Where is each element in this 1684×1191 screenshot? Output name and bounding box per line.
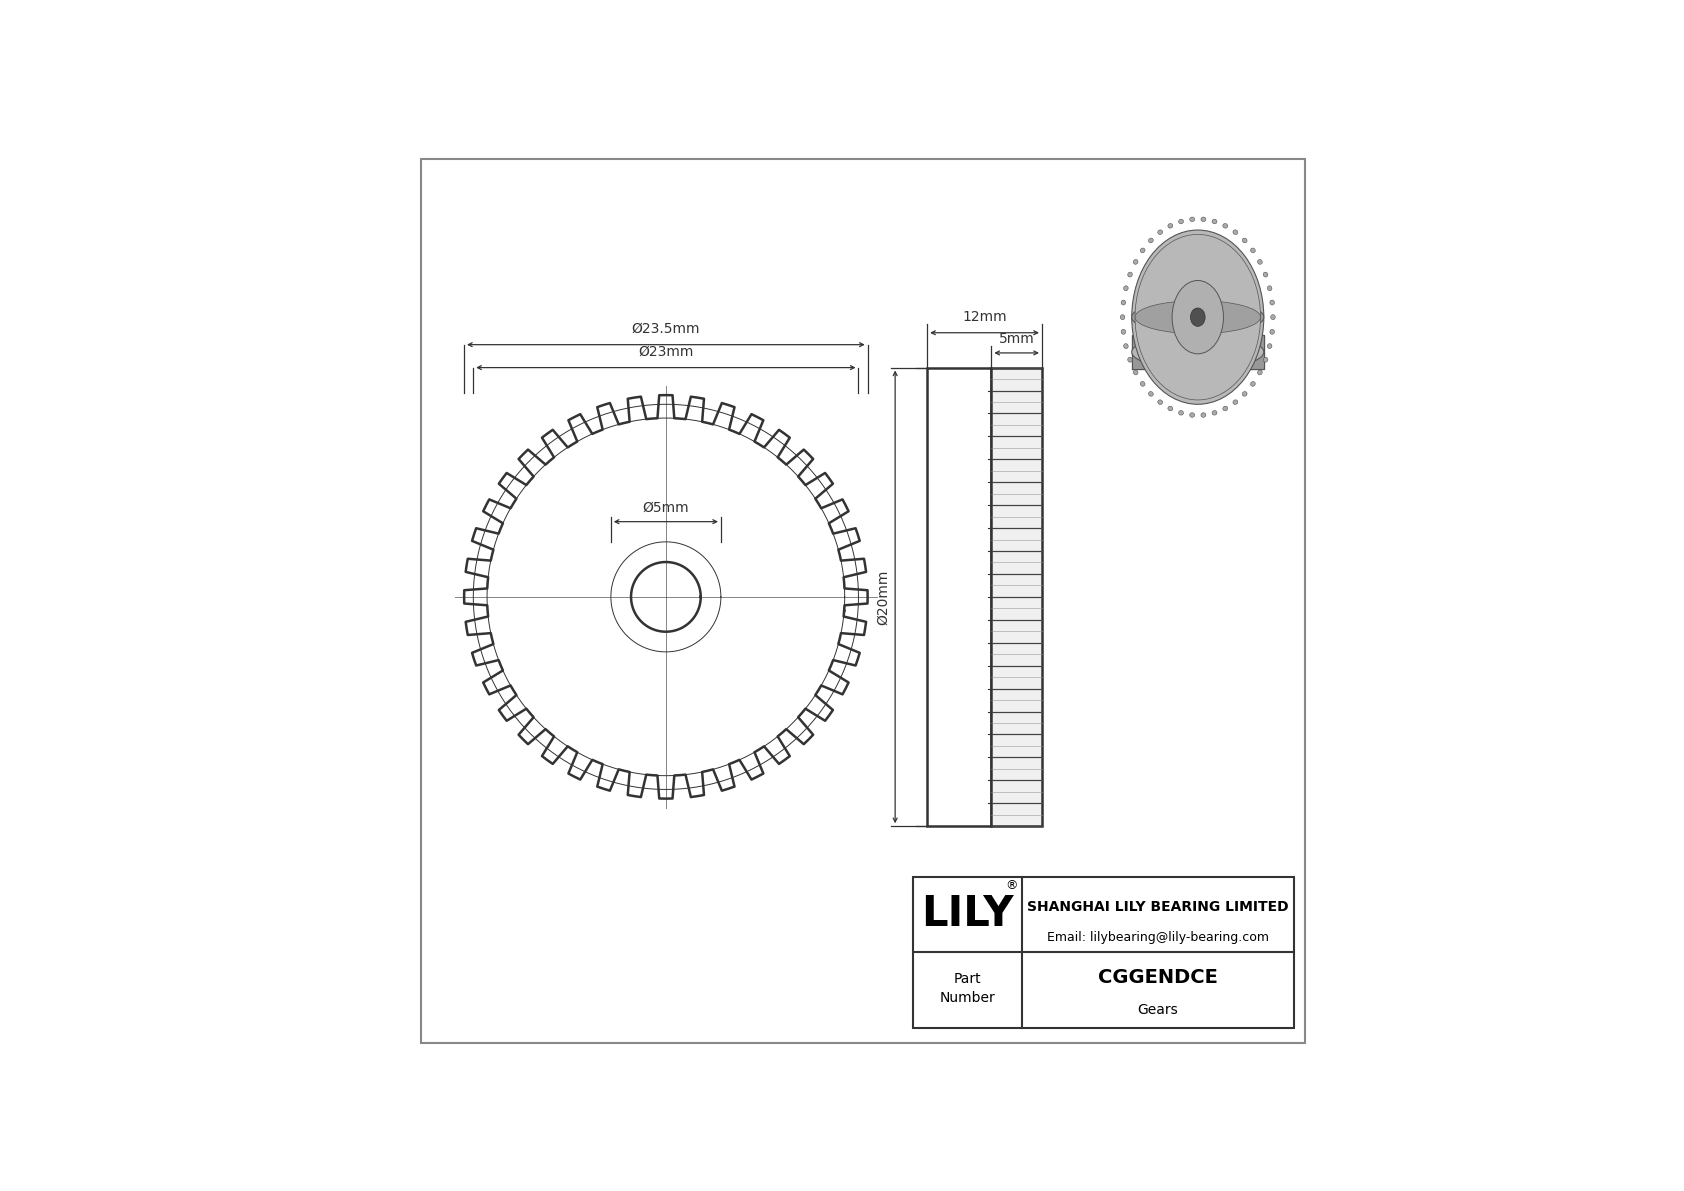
Ellipse shape: [1189, 217, 1194, 222]
Ellipse shape: [1258, 260, 1263, 264]
Ellipse shape: [1135, 300, 1261, 333]
Ellipse shape: [1128, 357, 1132, 362]
Ellipse shape: [1122, 330, 1125, 335]
Ellipse shape: [1251, 248, 1255, 252]
Ellipse shape: [1133, 260, 1138, 264]
Ellipse shape: [1133, 370, 1138, 375]
Ellipse shape: [1179, 411, 1184, 416]
Ellipse shape: [1128, 273, 1132, 278]
Ellipse shape: [1159, 400, 1162, 405]
Ellipse shape: [1120, 314, 1125, 319]
Ellipse shape: [1223, 406, 1228, 411]
Ellipse shape: [1243, 238, 1248, 243]
Ellipse shape: [1189, 413, 1194, 417]
Ellipse shape: [1270, 330, 1275, 335]
Ellipse shape: [1233, 230, 1238, 235]
Ellipse shape: [1140, 381, 1145, 386]
Ellipse shape: [1258, 370, 1263, 375]
Ellipse shape: [1268, 286, 1271, 291]
Ellipse shape: [1268, 344, 1271, 349]
Ellipse shape: [1191, 308, 1206, 326]
Text: Ø20mm: Ø20mm: [876, 569, 889, 624]
Text: SHANGHAI LILY BEARING LIMITED: SHANGHAI LILY BEARING LIMITED: [1027, 900, 1288, 913]
Bar: [913, 877, 1293, 1028]
Ellipse shape: [1243, 392, 1248, 397]
Ellipse shape: [1123, 286, 1128, 291]
Ellipse shape: [1132, 335, 1263, 369]
Ellipse shape: [1201, 413, 1206, 417]
Text: Email: lilybearing@lily-bearing.com: Email: lilybearing@lily-bearing.com: [1047, 930, 1270, 943]
Ellipse shape: [1263, 357, 1268, 362]
Text: 12mm: 12mm: [962, 310, 1007, 324]
Ellipse shape: [1132, 300, 1263, 335]
Ellipse shape: [1148, 392, 1154, 397]
Ellipse shape: [1169, 406, 1172, 411]
Ellipse shape: [1169, 224, 1172, 229]
Polygon shape: [1132, 335, 1263, 369]
Ellipse shape: [1212, 219, 1218, 224]
Bar: [992, 368, 1042, 827]
Ellipse shape: [1159, 230, 1162, 235]
Text: Ø23mm: Ø23mm: [638, 344, 694, 358]
Ellipse shape: [1172, 281, 1224, 354]
Ellipse shape: [1223, 224, 1228, 229]
Ellipse shape: [1251, 381, 1255, 386]
Ellipse shape: [1233, 400, 1238, 405]
Text: Part
Number: Part Number: [940, 972, 995, 1005]
Ellipse shape: [1179, 219, 1184, 224]
Ellipse shape: [1135, 235, 1261, 400]
Ellipse shape: [1122, 300, 1125, 305]
Ellipse shape: [1201, 217, 1206, 222]
Ellipse shape: [1132, 230, 1263, 404]
Bar: [928, 368, 992, 827]
Text: CGGENDCE: CGGENDCE: [1098, 968, 1218, 987]
Text: ®: ®: [1005, 879, 1017, 892]
Ellipse shape: [1172, 281, 1224, 354]
Text: LILY: LILY: [921, 893, 1014, 935]
Text: Ø23.5mm: Ø23.5mm: [632, 322, 701, 336]
Ellipse shape: [1191, 308, 1206, 326]
Text: 5mm: 5mm: [999, 331, 1034, 345]
Ellipse shape: [1148, 238, 1154, 243]
Text: Gears: Gears: [1138, 1003, 1179, 1017]
Ellipse shape: [1140, 248, 1145, 252]
Ellipse shape: [1263, 273, 1268, 278]
Ellipse shape: [1271, 314, 1275, 319]
Ellipse shape: [1123, 344, 1128, 349]
Ellipse shape: [1270, 300, 1275, 305]
Text: Ø5mm: Ø5mm: [643, 500, 689, 515]
Ellipse shape: [1212, 411, 1218, 416]
